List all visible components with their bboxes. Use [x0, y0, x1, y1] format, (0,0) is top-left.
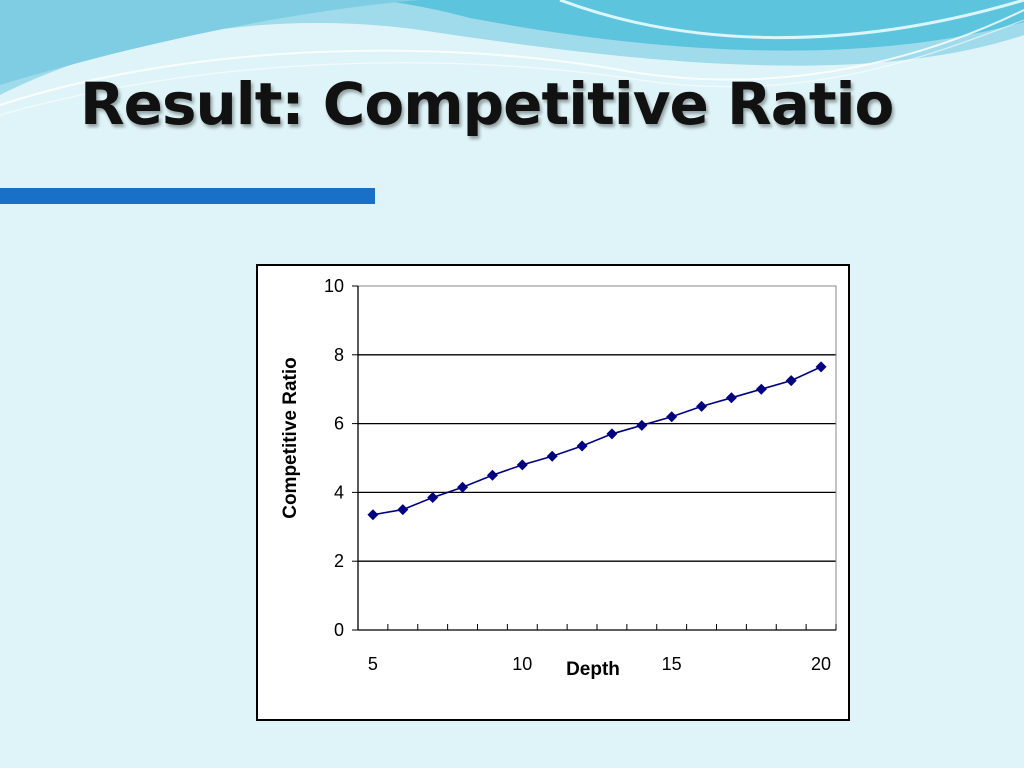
data-point [367, 509, 379, 521]
data-point [666, 411, 678, 423]
x-tick-label: 20 [811, 654, 831, 674]
data-point [606, 428, 618, 440]
data-point [785, 375, 797, 387]
data-point [815, 361, 827, 373]
data-point [486, 469, 498, 481]
data-point [576, 440, 588, 452]
header-wave-decoration [0, 0, 1024, 116]
data-point [696, 400, 708, 412]
plot-area-border [357, 285, 837, 631]
series-line [372, 366, 822, 516]
y-tick-label: 8 [334, 345, 344, 365]
y-tick-label: 2 [334, 551, 344, 571]
data-point [516, 459, 528, 471]
x-tick-label: 15 [662, 654, 682, 674]
x-axis-label: Depth [566, 659, 620, 680]
x-tick-label: 5 [368, 654, 378, 674]
y-axis-label: Competitive Ratio [280, 357, 301, 519]
y-tick-label: 6 [334, 414, 344, 434]
data-point [636, 419, 648, 431]
data-point [725, 392, 737, 404]
data-point [427, 492, 439, 504]
data-point [546, 450, 558, 462]
x-tick-label: 10 [512, 654, 532, 674]
title-underline-bar [0, 188, 375, 204]
y-tick-label: 0 [334, 620, 344, 640]
data-point [457, 481, 469, 493]
chart-plot: 0 2 4 6 8 10 5 10 15 20 Depth Competitive Ratio [280, 276, 837, 680]
slide-title: Result: Competitive Ratio [80, 70, 894, 138]
chart-container: 0 2 4 6 8 10 5 10 15 20 Depth Competitive Ratio [256, 264, 850, 721]
data-point [755, 383, 767, 395]
data-point [397, 504, 409, 516]
y-tick-label: 10 [324, 276, 344, 296]
y-tick-label: 4 [334, 482, 344, 502]
